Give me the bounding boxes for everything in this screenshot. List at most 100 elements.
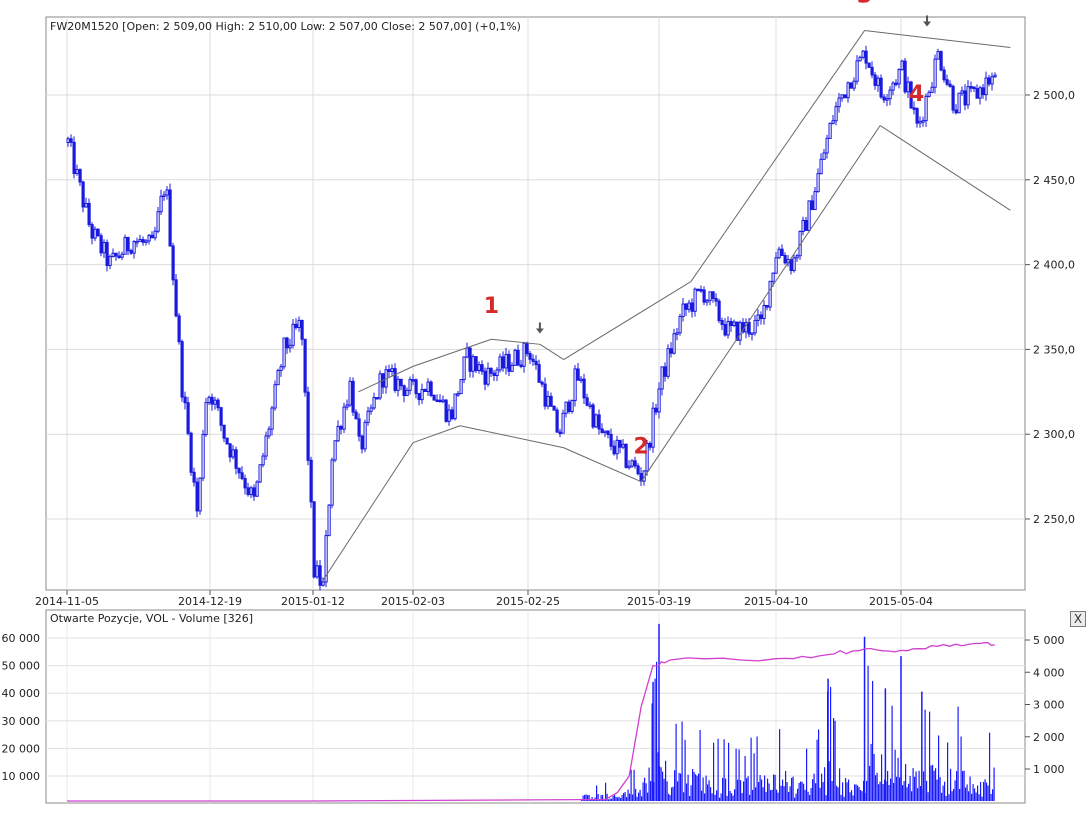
price-candle-body (807, 200, 811, 231)
price-candle-body (591, 404, 595, 428)
price-candle-body (288, 344, 292, 349)
price-candle-body (936, 51, 940, 60)
price-candle-body (864, 50, 868, 64)
price-candle-body (258, 464, 262, 483)
price-candle-body (348, 380, 352, 406)
price-candle-body (765, 304, 769, 308)
trend-line (690, 30, 865, 282)
trend-line (412, 338, 492, 367)
price-candle-body (711, 291, 715, 299)
price-candle-body (441, 399, 445, 403)
price-candle-body (96, 228, 100, 237)
trend-line (459, 425, 564, 449)
price-candle-body (879, 77, 883, 98)
price-candle-body (459, 379, 463, 395)
price-y-tick-label: 2 250,0 (1033, 513, 1075, 526)
price-candle-body (186, 402, 190, 434)
price-candle-body (882, 96, 886, 101)
price-candle-body (75, 169, 79, 175)
volume-grid (46, 610, 1025, 803)
price-candle-body (888, 89, 892, 100)
price-candle-body (471, 356, 475, 372)
price-candle-body (789, 259, 793, 272)
price-candle-body (981, 87, 985, 96)
price-candle-body (831, 120, 835, 124)
price-candle-body (177, 315, 181, 343)
price-candle-body (792, 257, 796, 272)
price-candle-body (498, 356, 502, 371)
price-chart-title: FW20M1520 [Open: 2 509,00 High: 2 510,00… (50, 20, 521, 33)
price-candle-body (525, 342, 529, 355)
price-candle-body (510, 364, 514, 372)
price-x-tick-label: 2014-11-05 (35, 595, 99, 608)
price-candle-body (690, 302, 694, 312)
price-candle-body (150, 234, 154, 239)
price-candle-body (837, 97, 841, 108)
price-candle-body (183, 396, 187, 404)
price-candle-body (675, 332, 679, 335)
close-panel-button[interactable]: X (1070, 611, 1086, 627)
price-candle-body (894, 82, 898, 86)
price-candle-body (552, 405, 556, 411)
price-candle-body (105, 241, 109, 266)
trend-line (491, 338, 540, 345)
price-candle-body (294, 323, 298, 329)
price-candle-body (306, 391, 310, 461)
volume-left-tick-label: 30 000 (2, 715, 41, 728)
price-candle-body (207, 396, 211, 404)
price-candle-body (942, 69, 946, 81)
price-candle-body (390, 368, 394, 373)
price-candle-body (630, 460, 634, 467)
price-candle-body (429, 381, 433, 396)
price-candle-body (318, 565, 322, 586)
price-candle-body (126, 237, 130, 252)
price-candle-body (612, 445, 616, 455)
price-candle-body (840, 94, 844, 99)
price-candle-body (927, 91, 931, 97)
price-candle-body (138, 239, 142, 242)
price-candle-body (363, 421, 367, 450)
price-candle-body (300, 319, 304, 340)
price-candle-body (522, 342, 526, 367)
price-candle-body (312, 501, 316, 578)
price-candle-body (972, 86, 976, 90)
price-candle-body (810, 200, 814, 211)
volume-right-tick-label: 2 000 (1033, 731, 1065, 744)
price-y-ticks: 2 250,0 2 300,0 2 350,0 2 400,0 2 450,0 2 500… (1025, 89, 1075, 526)
price-candle-body (969, 86, 973, 89)
price-candle-body (84, 202, 88, 208)
price-candle-body (909, 81, 913, 109)
price-candle-body (984, 77, 988, 96)
price-candle-body (501, 356, 505, 369)
price-candle-body (291, 323, 295, 346)
volume-left-tick-label: 50 000 (2, 660, 41, 673)
price-candle-body (606, 430, 610, 435)
price-candle-body (549, 395, 553, 407)
price-candle-body (780, 248, 784, 256)
volume-left-tick-label: 40 000 (2, 687, 41, 700)
price-candle-body (438, 399, 442, 403)
price-candle-body (123, 237, 127, 255)
price-candle-body (369, 407, 373, 412)
price-candle-body (330, 459, 334, 506)
price-candle-body (453, 393, 457, 420)
price-candle-body (627, 465, 631, 469)
price-candle-body (162, 194, 166, 197)
price-candle-body (531, 358, 535, 362)
price-candle-body (243, 478, 247, 489)
price-candle-body (273, 384, 277, 409)
price-candle-body (222, 424, 226, 439)
price-candle-body (333, 440, 337, 461)
price-candle-body (528, 353, 532, 360)
price-candle-body (492, 372, 496, 377)
volume-left-tick-label: 10 000 (2, 770, 41, 783)
price-candle-body (489, 367, 493, 374)
price-candle-body (159, 195, 163, 213)
price-candle-body (423, 389, 427, 392)
price-candle-body (720, 320, 724, 325)
price-candle-body (462, 356, 466, 381)
price-candle-body (819, 158, 823, 175)
price-candle-body (516, 349, 520, 366)
price-candle-body (648, 442, 652, 448)
